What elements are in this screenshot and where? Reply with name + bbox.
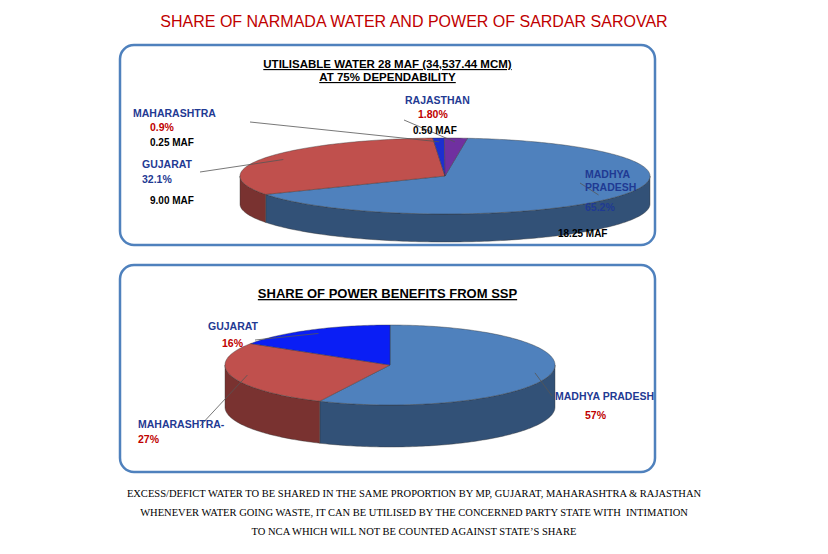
pie [240,138,650,242]
chart: SHARE OF POWER BENEFITS FROM SSP MADHYA P… [120,265,655,472]
data-label: 65.2% [585,201,615,213]
data-label: 1.80% [418,108,448,120]
note: TO NCA WHICH WILL NOT BE COUNTED AGAINST… [252,526,577,537]
category-label: MAHARASHTRA- [138,418,225,430]
pie-slice [251,325,390,365]
chart-title: UTILISABLE WATER 28 MAF (34,537.44 MCM) [263,58,512,70]
data-label: 32.1% [142,173,172,185]
chart-frame [120,45,655,245]
data-label: 57% [585,409,607,421]
category-label: MADHYAPRADESH [585,168,636,193]
category-label-line: PRADESH [585,181,636,193]
note: WHENEVER WATER GOING WASTE, IT CAN BE UT… [140,507,688,518]
amount-label: 9.00 MAF [150,195,194,206]
category-label: RAJASTHAN [405,94,470,106]
note: EXCESS/DEFICT WATER TO BE SHARED IN THE … [127,488,702,499]
category-label: GUJARAT [142,158,193,170]
chart-subtitle: AT 75% DEPENDABILITY [319,71,456,83]
category-label: GUJARAT [208,320,259,332]
pie [225,325,555,447]
amount-label: 0.50 MAF [413,125,457,136]
category-label-line: MADHYA [585,168,631,180]
pie-slice [444,138,467,176]
category-label: MAHARASHTRA [133,107,216,119]
amount-label: 0.25 MAF [150,137,194,148]
pie-slice [433,138,445,176]
leader-line [200,160,283,172]
page: SHARE OF NARMADA WATER AND POWER OF SARD… [0,0,828,554]
leader-line [250,122,439,142]
leader-line [535,373,552,396]
chart-frame [120,265,655,472]
data-label: 27% [138,433,160,445]
amount-label: 18.25 MAF [558,228,607,239]
data-label: 0.9% [150,121,175,133]
chart-title: SHARE OF POWER BENEFITS FROM SSP [258,286,518,301]
chart: UTILISABLE WATER 28 MAF (34,537.44 MCM)A… [120,45,655,245]
leader-line [255,333,318,340]
data-label: 16% [222,337,244,349]
category-label: MADHYA PRADESH [555,390,654,402]
pie-slice [240,138,445,194]
page-title: SHARE OF NARMADA WATER AND POWER OF SARD… [160,13,667,30]
